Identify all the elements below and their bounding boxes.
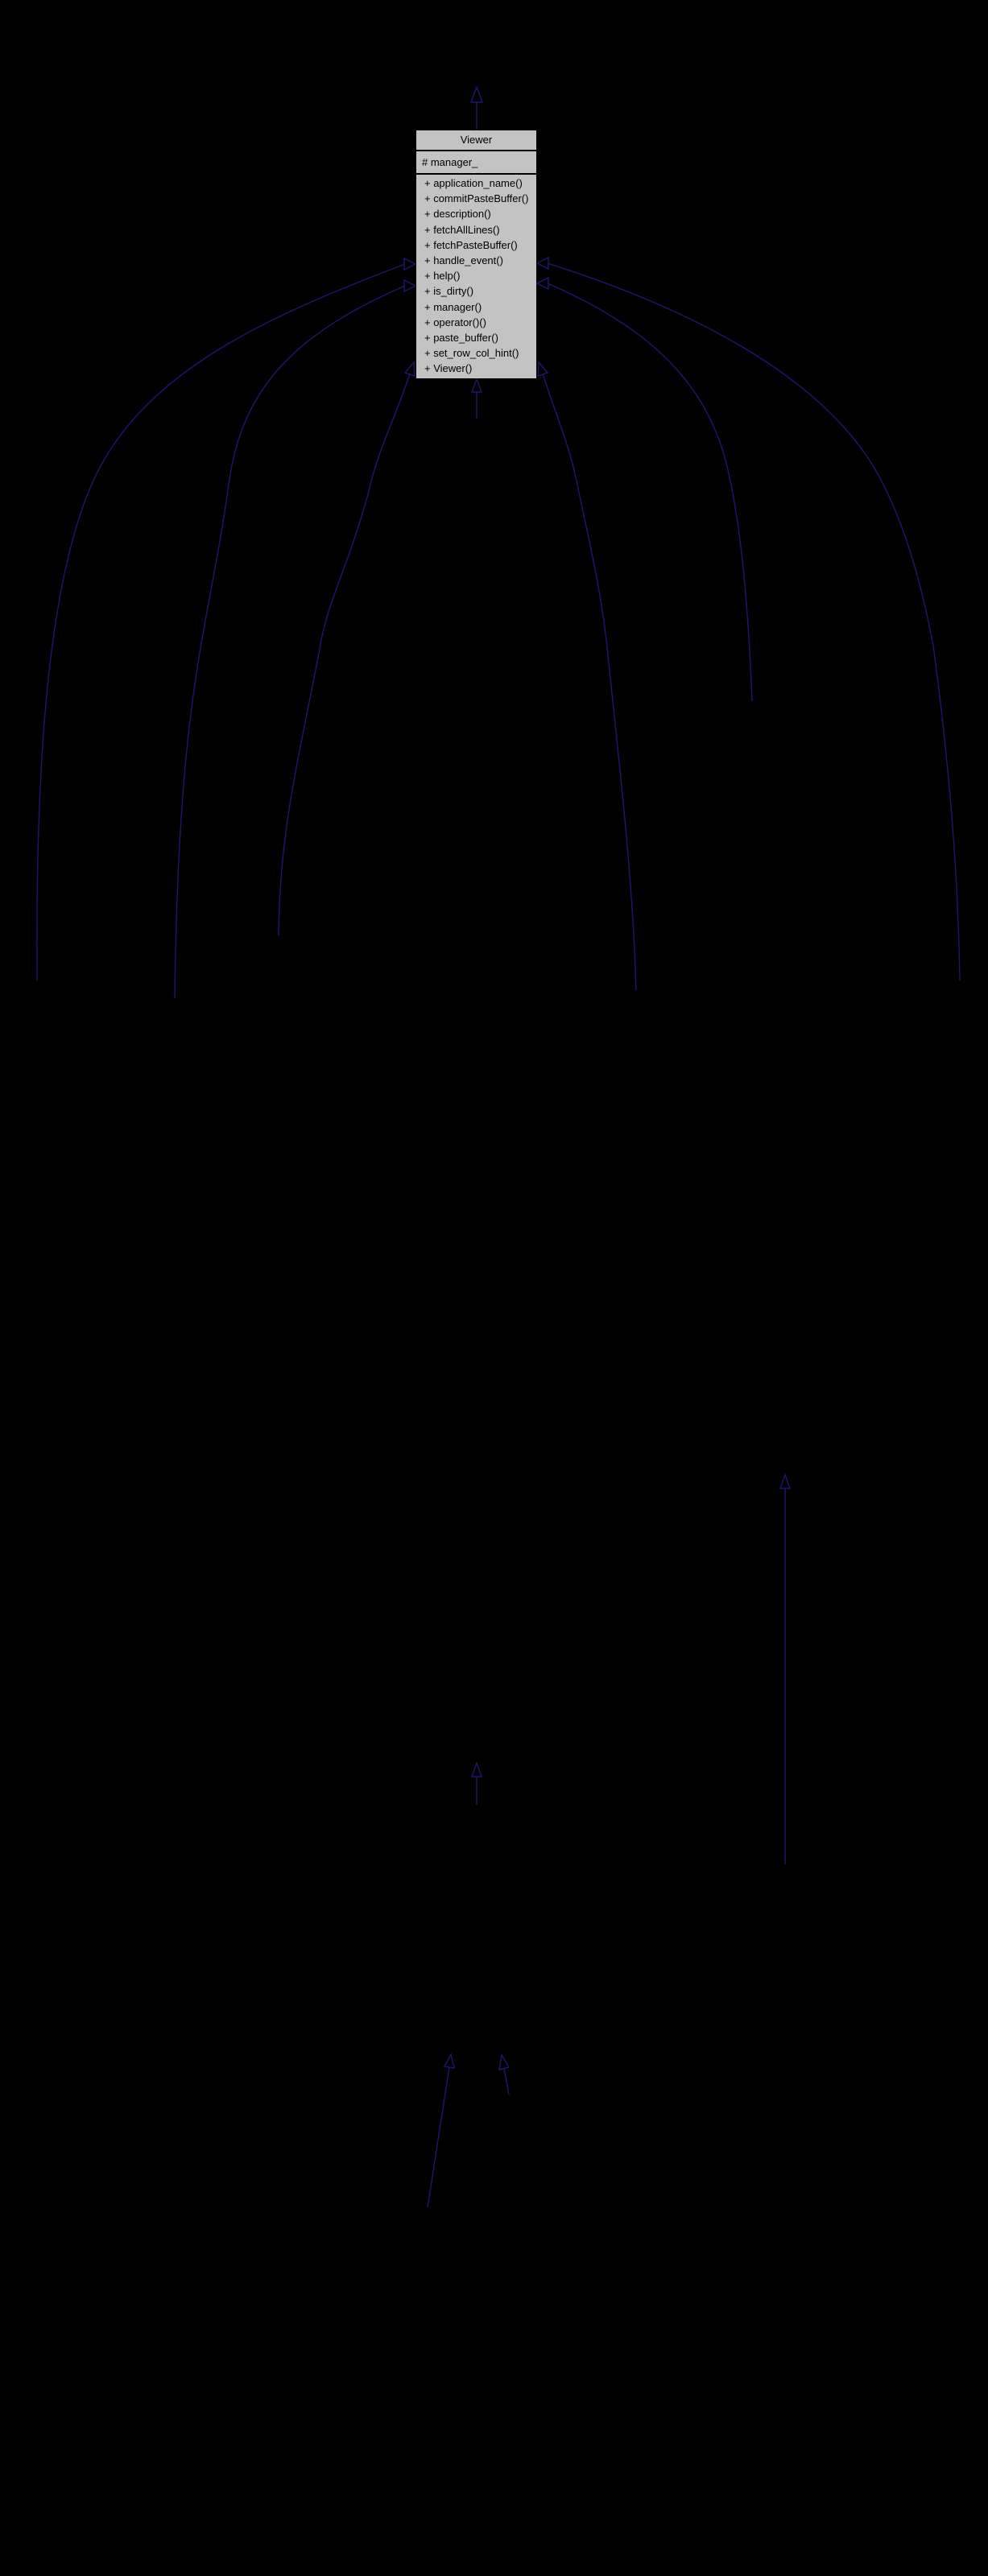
class-node-viewer[interactable]: Viewer # manager_ + application_name() +… bbox=[415, 130, 537, 380]
hollow-arrowhead-right-icon bbox=[403, 279, 417, 293]
hollow-arrowhead-up-icon bbox=[471, 1761, 482, 1777]
inheritance-arrowheads bbox=[403, 85, 791, 2070]
inheritance-edge-derived-right-middle bbox=[547, 283, 753, 702]
hollow-arrowhead-left-icon bbox=[535, 256, 549, 270]
class-method: + handle_event() bbox=[424, 254, 503, 266]
inheritance-edge-derived-left-outer bbox=[36, 263, 406, 981]
hollow-arrowhead-up-icon bbox=[498, 2054, 511, 2070]
inheritance-edge-derived-right-outer bbox=[547, 262, 961, 981]
class-method: + commitPasteBuffer() bbox=[424, 192, 529, 205]
hollow-arrowhead-right-icon bbox=[403, 257, 417, 271]
inheritance-edge-deep-pair-right bbox=[503, 2067, 510, 2095]
inheritance-edges bbox=[36, 102, 961, 2208]
hollow-arrowhead-up-icon bbox=[470, 378, 483, 393]
class-method: + set_row_col_hint() bbox=[424, 347, 519, 360]
hollow-arrowhead-up-icon bbox=[443, 2053, 455, 2069]
hollow-arrowhead-upleft-icon bbox=[537, 361, 549, 377]
hollow-arrowhead-left-icon bbox=[535, 276, 549, 291]
class-title: Viewer bbox=[416, 130, 536, 151]
class-method: + application_name() bbox=[424, 177, 523, 189]
class-method: + fetchAllLines() bbox=[424, 223, 500, 236]
inheritance-edge-derived-left-inner bbox=[278, 373, 411, 936]
inheritance-edge-deep-pair-left bbox=[427, 2066, 450, 2208]
class-method: + paste_buffer() bbox=[424, 331, 498, 344]
class-method-list: + application_name() + commitPasteBuffer… bbox=[416, 175, 536, 378]
hollow-arrowhead-up-icon bbox=[469, 85, 484, 103]
class-method: + description() bbox=[424, 208, 491, 221]
class-method: + operator()() bbox=[424, 316, 486, 328]
hollow-arrowhead-up-icon bbox=[779, 1472, 791, 1489]
hollow-arrowhead-upright-icon bbox=[403, 361, 415, 377]
inheritance-edge-derived-right-inner bbox=[542, 373, 637, 991]
class-method: + is_dirty() bbox=[424, 285, 474, 298]
class-method: + help() bbox=[424, 270, 461, 283]
inheritance-edge-derived-left-middle bbox=[174, 285, 406, 999]
class-method: + manager() bbox=[424, 300, 482, 313]
class-method: + Viewer() bbox=[424, 362, 473, 375]
class-attribute: # manager_ bbox=[416, 151, 536, 175]
class-method: + fetchPasteBuffer() bbox=[424, 238, 518, 251]
